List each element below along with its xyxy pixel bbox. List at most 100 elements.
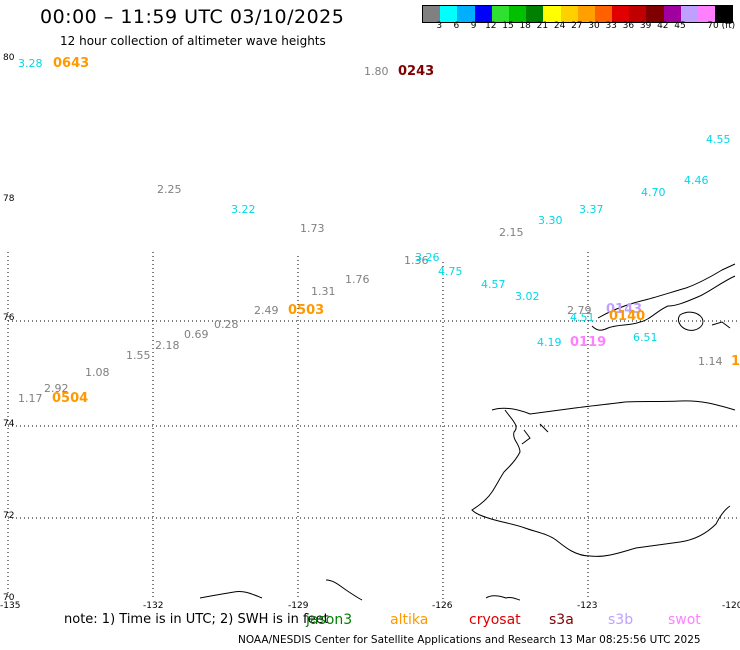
wave-height-value: 1.17 <box>18 392 43 405</box>
color-scale-label: 12 <box>485 21 497 31</box>
color-scale-label: 42 <box>657 21 669 31</box>
pass-time-label: 0143 <box>606 302 643 317</box>
pass-time-label: 1 <box>731 354 740 369</box>
note-text: note: 1) Time is in UTC; 2) SWH is in fe… <box>64 612 329 627</box>
pass-time-label: 0504 <box>52 391 89 406</box>
legend-s3b: s3b <box>608 612 634 628</box>
color-swatch <box>629 6 647 22</box>
color-scale-label: 6 <box>453 21 460 31</box>
wave-height-value: 6.51 <box>633 331 658 344</box>
wave-height-value: 1.73 <box>300 222 325 235</box>
lon-label: -129 <box>288 601 309 611</box>
color-scale-label: 15 <box>502 21 514 31</box>
wave-height-value: 4.46 <box>684 174 709 187</box>
color-swatch <box>560 6 578 22</box>
color-swatch <box>646 6 664 22</box>
color-swatch <box>440 6 458 22</box>
lon-label: -120 <box>722 601 740 611</box>
lon-label: -123 <box>577 601 598 611</box>
lat-label: 78 <box>3 194 15 204</box>
pass-time-label: 0643 <box>53 56 90 71</box>
color-swatch <box>543 6 561 22</box>
color-swatch <box>715 6 733 22</box>
map-title: 00:00 – 11:59 UTC 03/10/2025 <box>40 6 345 28</box>
color-scale-labels: 3 6 9 12 15 18 21 24 27 30 33 36 39 42 45 70 (ft) <box>422 21 737 33</box>
lat-label: 72 <box>3 511 15 521</box>
pass-time-label: 0243 <box>398 64 435 79</box>
color-scale-label: 3 <box>436 21 443 31</box>
legend-cryosat: cryosat <box>469 612 521 628</box>
wave-height-value: 3.22 <box>231 203 256 216</box>
wave-height-value: 4.51 <box>570 311 595 324</box>
graticule <box>7 252 740 600</box>
color-scale-label: 27 <box>571 21 583 31</box>
wave-height-value: 3.26 <box>415 251 440 264</box>
wave-height-value: 2.92 <box>44 382 69 395</box>
color-swatch <box>698 6 716 22</box>
color-scale-label: 45 <box>674 21 686 31</box>
wave-height-value: 4.70 <box>641 186 666 199</box>
wave-height-value: 1.14 <box>698 355 723 368</box>
color-swatch <box>474 6 492 22</box>
wave-height-value: 4.19 <box>537 336 562 349</box>
color-swatch <box>594 6 613 22</box>
wave-height-value: 1.80 <box>364 65 389 78</box>
color-swatch <box>457 6 475 22</box>
wave-height-value: 1.08 <box>85 366 110 379</box>
wave-height-value: 1.55 <box>126 349 151 362</box>
wave-height-value: 3.30 <box>538 214 563 227</box>
lon-label: -126 <box>432 601 453 611</box>
color-scale-label: 21 <box>536 21 549 31</box>
color-scale-label: 18 <box>519 21 531 31</box>
color-swatch <box>508 6 527 22</box>
wave-height-value: 1.36 <box>404 254 429 267</box>
color-swatch <box>491 6 509 22</box>
wave-height-value: 0.28 <box>214 318 239 331</box>
wave-height-value: 1.31 <box>311 285 336 298</box>
wave-height-value: 1.76 <box>345 273 370 286</box>
wave-height-value: 2.49 <box>254 304 279 317</box>
legend-s3a: s3a <box>549 612 574 628</box>
pass-time-label: 0119 <box>570 335 607 350</box>
color-scale-label: 30 <box>588 21 600 31</box>
color-swatch <box>526 6 544 22</box>
legend-swot: swot <box>668 612 701 628</box>
color-scale-label: 24 <box>553 21 566 31</box>
color-swatch <box>612 6 630 22</box>
wave-height-value: 2.79 <box>567 304 592 317</box>
footer-credit: NOAA/NESDIS Center for Satellite Applica… <box>238 634 701 646</box>
color-scale-label: 70 (ft) <box>707 21 736 31</box>
map-subtitle: 12 hour collection of altimeter wave hei… <box>60 34 326 48</box>
lat-label: 74 <box>3 419 15 429</box>
color-swatch <box>663 6 681 22</box>
color-swatch <box>577 6 595 22</box>
lat-label: 70 <box>3 593 15 603</box>
legend-jason3: jason3 <box>306 612 353 628</box>
color-scale-label: 9 <box>470 21 477 31</box>
wave-height-value: 3.37 <box>579 203 604 216</box>
wave-height-value: 4.55 <box>706 133 731 146</box>
pass-time-label: 0503 <box>288 303 325 318</box>
wave-height-value: 4.57 <box>481 278 506 291</box>
legend-altika: altika <box>390 612 429 628</box>
wave-height-value: 0.69 <box>184 328 209 341</box>
lon-label: -132 <box>143 601 164 611</box>
wave-height-value: 4.75 <box>438 265 463 278</box>
lat-label: 80 <box>3 53 15 63</box>
lon-label: -135 <box>0 601 21 611</box>
wave-height-value: 3.28 <box>18 57 43 70</box>
color-scale-label: 33 <box>605 21 617 31</box>
pass-time-label: 0140 <box>609 309 646 324</box>
color-scale-label: 36 <box>622 21 635 31</box>
coastline <box>199 263 736 601</box>
color-swatch <box>680 6 698 22</box>
wave-height-value: 2.25 <box>157 183 182 196</box>
color-swatch <box>423 6 441 22</box>
lat-label: 76 <box>3 313 15 323</box>
wave-height-value: 2.18 <box>155 339 180 352</box>
wave-height-value: 2.15 <box>499 226 524 239</box>
color-scale-bar <box>422 5 734 23</box>
color-scale-label: 39 <box>639 21 652 31</box>
wave-height-value: 3.02 <box>515 290 540 303</box>
